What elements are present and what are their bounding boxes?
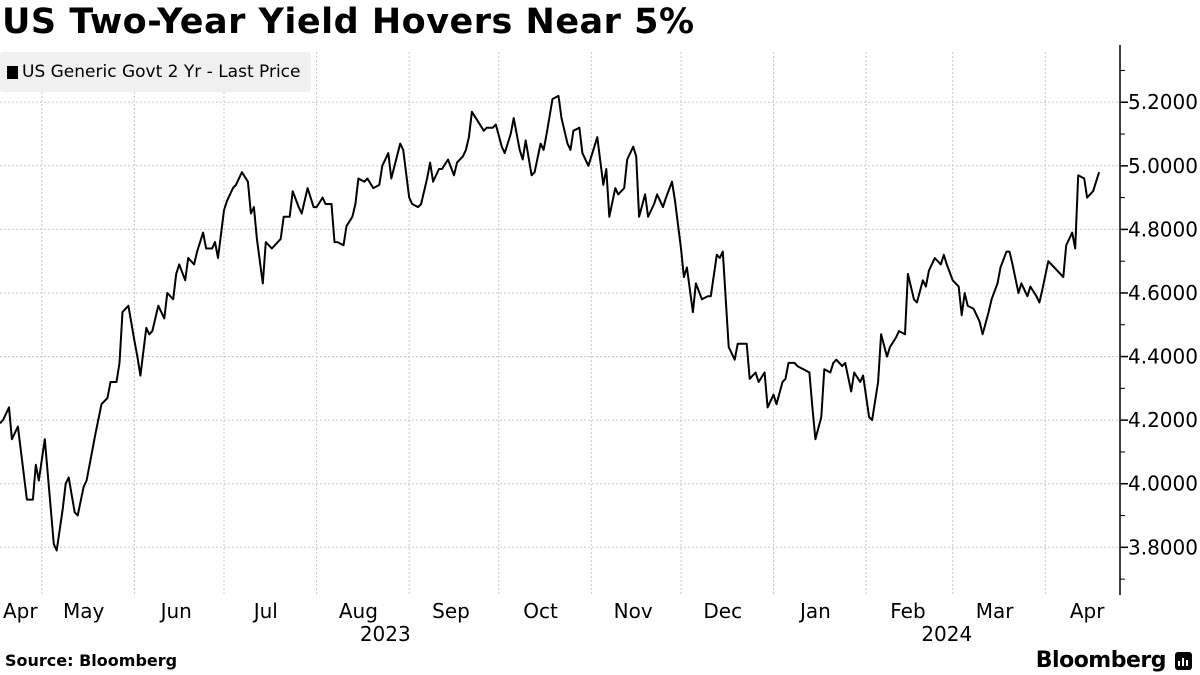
x-tick-label: Mar: [976, 599, 1015, 623]
legend-label: US Generic Govt 2 Yr - Last Price: [22, 62, 301, 82]
x-axis-labels: Apr May Jun Jul Aug Sep Oct Nov Dec Jan Feb Mar Apr 2…: [3, 599, 1105, 646]
y-axis: 3.8000 4.0000 4.2000 4.4000 4.6000 4.8000 5.00…: [1119, 45, 1198, 595]
x-tick-label: Oct: [523, 599, 558, 623]
y-tick-label: 4.8000: [1128, 217, 1198, 241]
x-tick-label: May: [63, 599, 105, 623]
legend: US Generic Govt 2 Yr - Last Price: [0, 52, 311, 92]
gridlines: [0, 52, 1120, 595]
x-tick-label: Feb: [890, 599, 925, 623]
x-tick-label: Apr: [3, 599, 38, 623]
source-note: Source: Bloomberg: [5, 651, 178, 670]
y-tick-label: 5.2000: [1128, 90, 1198, 114]
x-tick-label: Jun: [159, 599, 192, 623]
x-tick-label: Aug: [339, 599, 378, 623]
y-tick-label: 4.2000: [1128, 408, 1198, 432]
x-tick-label: Sep: [432, 599, 470, 623]
legend-swatch: [7, 65, 18, 79]
y-tick-label: 4.6000: [1128, 281, 1198, 305]
x-tick-label: Dec: [703, 599, 742, 623]
series-line: [0, 94, 1101, 552]
year-label: 2023: [360, 622, 411, 646]
y-tick-label: 4.0000: [1128, 472, 1198, 496]
y-tick-label: 3.8000: [1128, 535, 1198, 559]
y-tick-label: 5.0000: [1128, 154, 1198, 178]
x-tick-label: Jan: [798, 599, 831, 623]
bar-chart-icon: [1175, 651, 1192, 670]
bloomberg-logo: Bloomberg: [1036, 648, 1192, 673]
year-label: 2024: [921, 622, 972, 646]
x-tick-label: Apr: [1070, 599, 1105, 623]
x-tick-label: Nov: [614, 599, 653, 623]
logo-text: Bloomberg: [1035, 648, 1167, 673]
x-tick-label: Jul: [252, 599, 278, 623]
y-tick-label: 4.4000: [1128, 345, 1198, 369]
chart-title: US Two-Year Yield Hovers Near 5%: [2, 2, 695, 42]
